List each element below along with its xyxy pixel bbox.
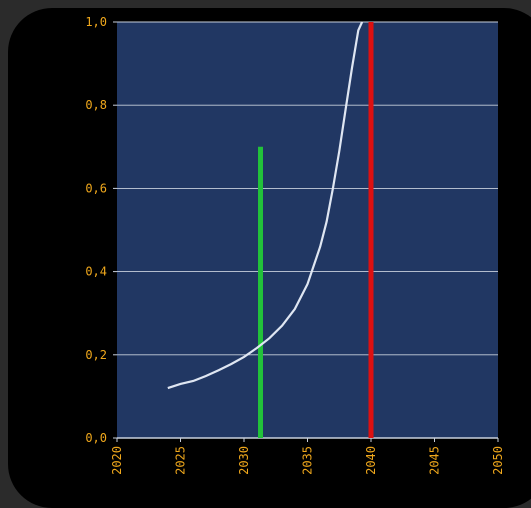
- plot-area: [117, 22, 498, 438]
- y-tick-labels: 0,0 0,2 0,4 0,6 0,8 1,0: [85, 15, 107, 445]
- y-tick-label: 0,8: [85, 98, 107, 112]
- x-tick-label: 2025: [174, 446, 188, 475]
- x-tick-label: 2050: [491, 446, 505, 475]
- vertical-bars: [258, 22, 374, 438]
- x-tick-label: 2040: [364, 446, 378, 475]
- x-tick-labels: 2020 2025 2030 2035 2040 2045 2050: [110, 446, 505, 475]
- grid-lines: [113, 21, 499, 442]
- x-tick-label: 2020: [110, 446, 124, 475]
- x-tick-label: 2035: [301, 446, 315, 475]
- y-tick-label: 0,2: [85, 348, 107, 362]
- y-tick-label: 0,6: [85, 181, 107, 195]
- chart: 0,00,20,40,60,81,0 2020 2025 2030 2035 2040 2…: [85, 15, 505, 475]
- x-tick-label: 2045: [428, 446, 442, 475]
- y-tick-label: 0,4: [85, 265, 107, 279]
- data-curve: [167, 21, 364, 390]
- x-tick-label: 2030: [237, 446, 251, 475]
- y-tick-label: 0,0: [85, 431, 107, 445]
- y-tick-label: 1,0: [85, 15, 107, 29]
